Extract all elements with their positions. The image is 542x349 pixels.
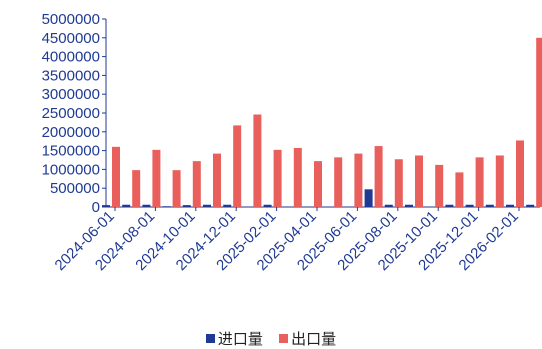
import-bar xyxy=(364,189,373,207)
import-bar xyxy=(465,204,474,207)
export-bar xyxy=(192,161,201,207)
export-bar xyxy=(233,125,242,207)
y-tick-label: 2000000 xyxy=(42,124,100,141)
import-bar xyxy=(182,205,191,207)
export-bar xyxy=(354,153,363,207)
y-tick-label: 4000000 xyxy=(42,49,100,66)
export-bar xyxy=(516,140,524,207)
import-bar xyxy=(526,204,535,207)
import-bar xyxy=(142,204,151,207)
export-bar xyxy=(455,172,464,207)
import-bar xyxy=(485,204,494,207)
y-tick-label: 5000000 xyxy=(42,11,100,28)
export-bar xyxy=(152,149,161,207)
y-tick-label: 500000 xyxy=(50,180,100,197)
legend-item-import: 进口量 xyxy=(205,328,263,349)
y-tick-label: 4500000 xyxy=(42,30,100,47)
y-tick-label: 0 xyxy=(92,199,100,216)
x-axis: 2024-06-012024-08-012024-10-012024-12-01… xyxy=(52,206,540,274)
y-tick-label: 1500000 xyxy=(42,143,100,160)
export-bar xyxy=(132,170,141,207)
export-bar xyxy=(314,161,322,207)
legend-label-export: 出口量 xyxy=(291,331,337,348)
export-bar xyxy=(435,164,444,207)
export-bar xyxy=(253,114,262,207)
import-bar xyxy=(223,204,232,207)
import-bar xyxy=(405,204,413,207)
import-bar xyxy=(102,205,110,207)
export-bar xyxy=(293,147,302,207)
export-bar xyxy=(334,157,343,207)
export-bar xyxy=(415,155,423,207)
y-tick-label: 3500000 xyxy=(42,67,100,84)
export-bar xyxy=(374,146,383,207)
import-bar xyxy=(263,204,272,207)
export-bar xyxy=(495,155,504,207)
legend-item-export: 出口量 xyxy=(279,328,336,349)
import-bar xyxy=(445,204,454,207)
export-bar xyxy=(112,146,120,207)
y-tick-label: 1000000 xyxy=(42,161,100,178)
legend-swatch-export xyxy=(279,334,289,343)
export-bar xyxy=(394,159,403,207)
legend: 进口量 出口量 xyxy=(0,328,542,349)
export-bar xyxy=(475,157,484,207)
import-bar xyxy=(203,204,211,207)
import-bar xyxy=(384,204,393,207)
export-bar xyxy=(213,153,221,207)
export-bar xyxy=(273,149,282,207)
bar-group xyxy=(102,37,542,207)
legend-label-import: 进口量 xyxy=(217,331,263,348)
import-bar xyxy=(122,204,131,207)
y-tick-label: 3000000 xyxy=(42,86,100,103)
export-bar xyxy=(536,37,542,207)
import-bar xyxy=(162,206,171,207)
legend-swatch-import xyxy=(205,334,215,343)
export-bar xyxy=(172,170,181,207)
y-tick-label: 2500000 xyxy=(42,105,100,122)
import-bar xyxy=(506,204,514,207)
